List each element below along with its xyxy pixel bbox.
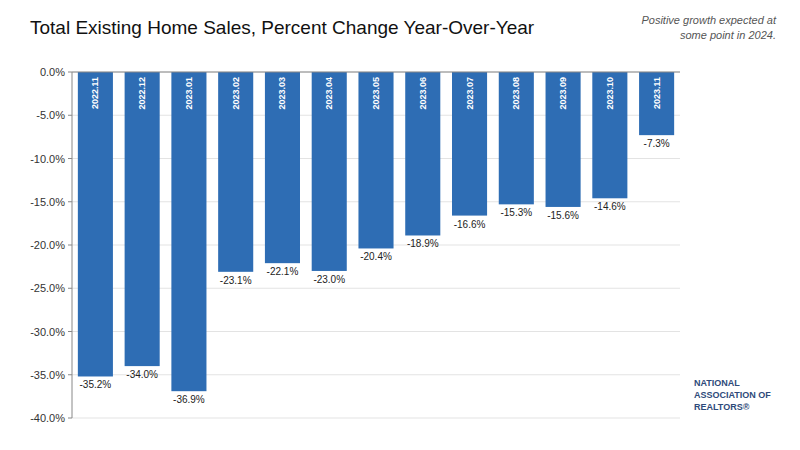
- tick-mark: [68, 201, 72, 202]
- data-label: -15.6%: [547, 210, 579, 221]
- grid-line: [72, 72, 680, 73]
- category-label: 2023.09: [558, 77, 568, 110]
- tick-label: -10.0%: [30, 153, 65, 165]
- source-line: ASSOCIATION OF: [694, 390, 771, 400]
- tick-label: -15.0%: [30, 196, 65, 208]
- category-label: 2022.12: [137, 77, 147, 110]
- data-label: -35.2%: [80, 379, 112, 390]
- category-label: 2023.01: [184, 77, 194, 110]
- bar: [218, 72, 253, 272]
- tick-mark: [68, 331, 72, 332]
- tick-mark: [68, 245, 72, 246]
- data-label: -18.9%: [407, 238, 439, 249]
- x-axis-line: [72, 72, 680, 73]
- data-label: -20.4%: [360, 251, 392, 262]
- tick-mark: [68, 158, 72, 159]
- tick-label: -35.0%: [30, 369, 65, 381]
- category-label: 2023.05: [371, 77, 381, 110]
- tick-mark: [68, 418, 72, 419]
- bar: [312, 72, 347, 271]
- bars: [78, 72, 674, 391]
- tick-label: -20.0%: [30, 239, 65, 251]
- grid-line: [72, 331, 680, 332]
- tick-mark: [68, 374, 72, 375]
- bar: [639, 72, 674, 135]
- y-axis: 0.0% -5.0% -10.0% -15.0% -20.0% -25.0% -30.0% -…: [30, 66, 72, 424]
- category-label: 2023.07: [465, 77, 475, 110]
- bar: [405, 72, 440, 235]
- grid-line: [72, 288, 680, 289]
- bar: [78, 72, 113, 376]
- grid-line: [72, 374, 680, 375]
- category-label: 2023.10: [605, 77, 615, 110]
- data-label: -14.6%: [594, 201, 626, 212]
- category-label: 2023.02: [231, 77, 241, 110]
- tick-mark: [68, 288, 72, 289]
- bar: [499, 72, 534, 204]
- grid: [72, 72, 680, 418]
- category-label: 2023.11: [652, 77, 662, 109]
- bar: [592, 72, 627, 198]
- tick-label: -25.0%: [30, 282, 65, 294]
- data-label: -34.0%: [126, 369, 158, 380]
- tick-label: -30.0%: [30, 326, 65, 338]
- data-label: -23.0%: [313, 274, 345, 285]
- category-labels: 2022.11 2022.12 2023.01 2023.02 2023.03 2023.…: [90, 77, 661, 110]
- category-label: 2022.11: [90, 77, 100, 109]
- category-label: 2023.03: [277, 77, 287, 110]
- data-label: -7.3%: [644, 138, 670, 149]
- data-label: -36.9%: [173, 394, 205, 405]
- tick-mark: [68, 72, 72, 73]
- annotation: Positive growth expected at some point in…: [641, 14, 776, 41]
- tick-label: 0.0%: [40, 66, 65, 78]
- source-line: REALTORS®: [694, 402, 750, 412]
- tick-label: -40.0%: [30, 412, 65, 424]
- source-line: NATIONAL: [694, 378, 740, 388]
- category-label: 2023.08: [511, 77, 521, 110]
- annotation-line: Positive growth expected at: [641, 14, 776, 26]
- bar: [546, 72, 581, 207]
- bar: [171, 72, 206, 391]
- bar: [265, 72, 300, 263]
- data-label: -16.6%: [454, 219, 486, 230]
- source: NATIONAL ASSOCIATION OF REALTORS®: [694, 378, 771, 412]
- chart: 0.0% -5.0% -10.0% -15.0% -20.0% -25.0% -30.0% -…: [0, 0, 800, 450]
- bar: [358, 72, 393, 248]
- data-label: -23.1%: [220, 275, 252, 286]
- data-label: -15.3%: [500, 207, 532, 218]
- category-label: 2023.04: [324, 77, 334, 110]
- tick-label: -5.0%: [36, 109, 65, 121]
- bar: [452, 72, 487, 216]
- grid-line: [72, 418, 680, 419]
- tick-mark: [68, 115, 72, 116]
- data-labels: -35.2% -34.0% -36.9% -23.1% -22.1% -23.0% -20.…: [80, 138, 670, 405]
- category-label: 2023.06: [418, 77, 428, 110]
- title: Total Existing Home Sales, Percent Chang…: [30, 17, 535, 38]
- y-axis-line: [72, 72, 73, 418]
- data-label: -22.1%: [267, 266, 299, 277]
- annotation-line: some point in 2024.: [680, 29, 776, 41]
- bar: [125, 72, 160, 366]
